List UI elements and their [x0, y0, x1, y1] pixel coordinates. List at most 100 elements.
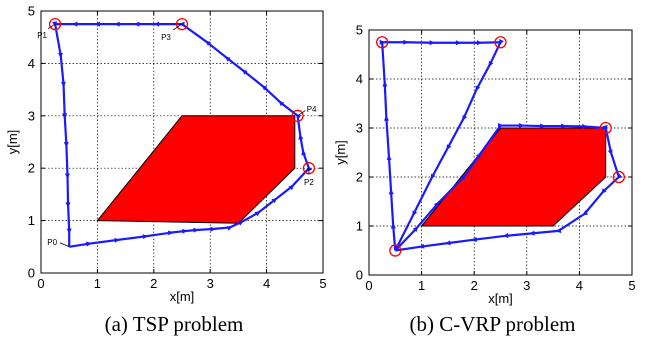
x-tick-label: 0 [365, 278, 372, 293]
waypoint-marker [301, 149, 307, 156]
x-tick-label: 1 [418, 278, 425, 293]
waypoint-marker [390, 223, 396, 229]
axes-frame [368, 29, 633, 276]
y-tick-label: 3 [28, 108, 35, 123]
waypoint-marker [133, 21, 140, 27]
x-tick-label: 3 [207, 276, 214, 291]
x-tick-label: 0 [37, 276, 44, 291]
waypoint-marker [271, 197, 278, 204]
x-tick-label: 4 [263, 276, 270, 291]
waypoint-marker [418, 243, 425, 249]
target-point-marker [175, 17, 189, 31]
waypoint-marker [383, 115, 389, 121]
x-tick-label: 4 [576, 278, 583, 293]
point-label: P3 [161, 33, 171, 42]
y-tick-label: 5 [28, 4, 35, 19]
waypoint-marker [430, 173, 436, 180]
waypoint-marker [167, 230, 174, 236]
waypoint-marker [499, 38, 504, 45]
waypoint-marker [71, 21, 78, 27]
y-tick-label: 5 [356, 23, 363, 38]
x-tick-label: 3 [523, 278, 530, 293]
waypoint-marker [475, 152, 482, 159]
waypoint-marker [444, 240, 451, 246]
target-point-marker [389, 244, 402, 257]
y-tick-label: 4 [356, 72, 363, 87]
waypoint-marker [153, 21, 160, 27]
waypoint-marker [498, 123, 504, 129]
waypoint-marker [298, 133, 304, 140]
waypoint-marker [602, 125, 608, 131]
point-pointer [47, 23, 56, 30]
waypoint-marker [502, 233, 509, 238]
waypoint-marker [142, 234, 149, 240]
y-tick-label: 0 [28, 266, 35, 281]
point-label: P0 [47, 238, 57, 247]
waypoint-marker [616, 173, 623, 180]
waypoint-marker [382, 80, 388, 87]
x-axis-label: x[m] [170, 289, 195, 304]
waypoint-marker [518, 122, 525, 128]
waypoint-marker [114, 21, 120, 27]
waypoint-marker [241, 69, 248, 75]
waypoint-marker [488, 60, 494, 67]
waypoint-marker [433, 201, 440, 208]
target-point-marker [291, 109, 304, 122]
y-tick-label: 4 [28, 56, 35, 71]
waypoint-marker [65, 202, 71, 208]
target-point-marker [494, 36, 507, 49]
x-tick-label: 5 [319, 276, 326, 291]
axes-frame [40, 10, 324, 274]
waypoint-marker [379, 39, 386, 45]
y-tick-label: 3 [356, 121, 363, 136]
target-point-marker [612, 170, 625, 184]
waypoint-marker [462, 114, 468, 121]
waypoint-marker [86, 241, 92, 247]
waypoint-marker [210, 226, 217, 232]
waypoint-marker [254, 210, 261, 217]
x-axis-label: x[m] [488, 291, 513, 306]
waypoint-marker [582, 210, 589, 216]
waypoint-marker [475, 85, 481, 92]
waypoint-marker [446, 144, 452, 151]
x-tick-label: 5 [628, 278, 635, 293]
obstacle-polygon [96, 115, 296, 224]
waypoint-marker [529, 230, 535, 236]
y-tick-label: 1 [28, 213, 35, 228]
y-axis-label: y[m] [5, 130, 20, 155]
point-label: P1 [37, 31, 47, 40]
waypoint-marker [561, 123, 567, 129]
point-pointer [297, 110, 306, 117]
y-tick-label: 2 [28, 161, 35, 176]
waypoint-marker [412, 226, 419, 232]
y-tick-label: 1 [356, 219, 363, 234]
waypoint-marker [476, 40, 483, 46]
waypoint-marker [555, 228, 562, 234]
x-tick-label: 2 [150, 276, 157, 291]
waypoint-marker [94, 21, 100, 27]
waypoint-marker [386, 154, 392, 161]
waypoint-marker [114, 237, 121, 243]
waypoint-marker [66, 228, 72, 235]
waypoint-marker [601, 188, 607, 195]
x-tick-label: 2 [471, 278, 478, 293]
waypoint-marker [581, 123, 588, 129]
waypoint-marker [460, 174, 466, 181]
waypoint-marker [224, 56, 231, 62]
waypoint-marker [288, 184, 295, 191]
waypoint-marker [58, 52, 63, 59]
waypoint-marker [403, 39, 409, 45]
waypoint-marker [237, 220, 244, 226]
panel-caption: (a) TSP problem [105, 312, 244, 336]
waypoint-marker [295, 113, 302, 120]
waypoint-marker [193, 227, 200, 233]
waypoint-marker [64, 173, 70, 180]
x-tick-label: 1 [94, 276, 101, 291]
point-pointer [59, 242, 70, 248]
y-tick-label: 0 [356, 268, 363, 283]
target-point-marker [375, 36, 389, 49]
waypoint-marker [204, 40, 211, 46]
panel-cvrp: 0 1 2 3 4 5 0 1 2 3 4 5 x[m] y[m] (b) C-VRP problem [333, 23, 636, 337]
waypoint-marker [429, 40, 436, 46]
waypoint-marker [226, 226, 233, 231]
